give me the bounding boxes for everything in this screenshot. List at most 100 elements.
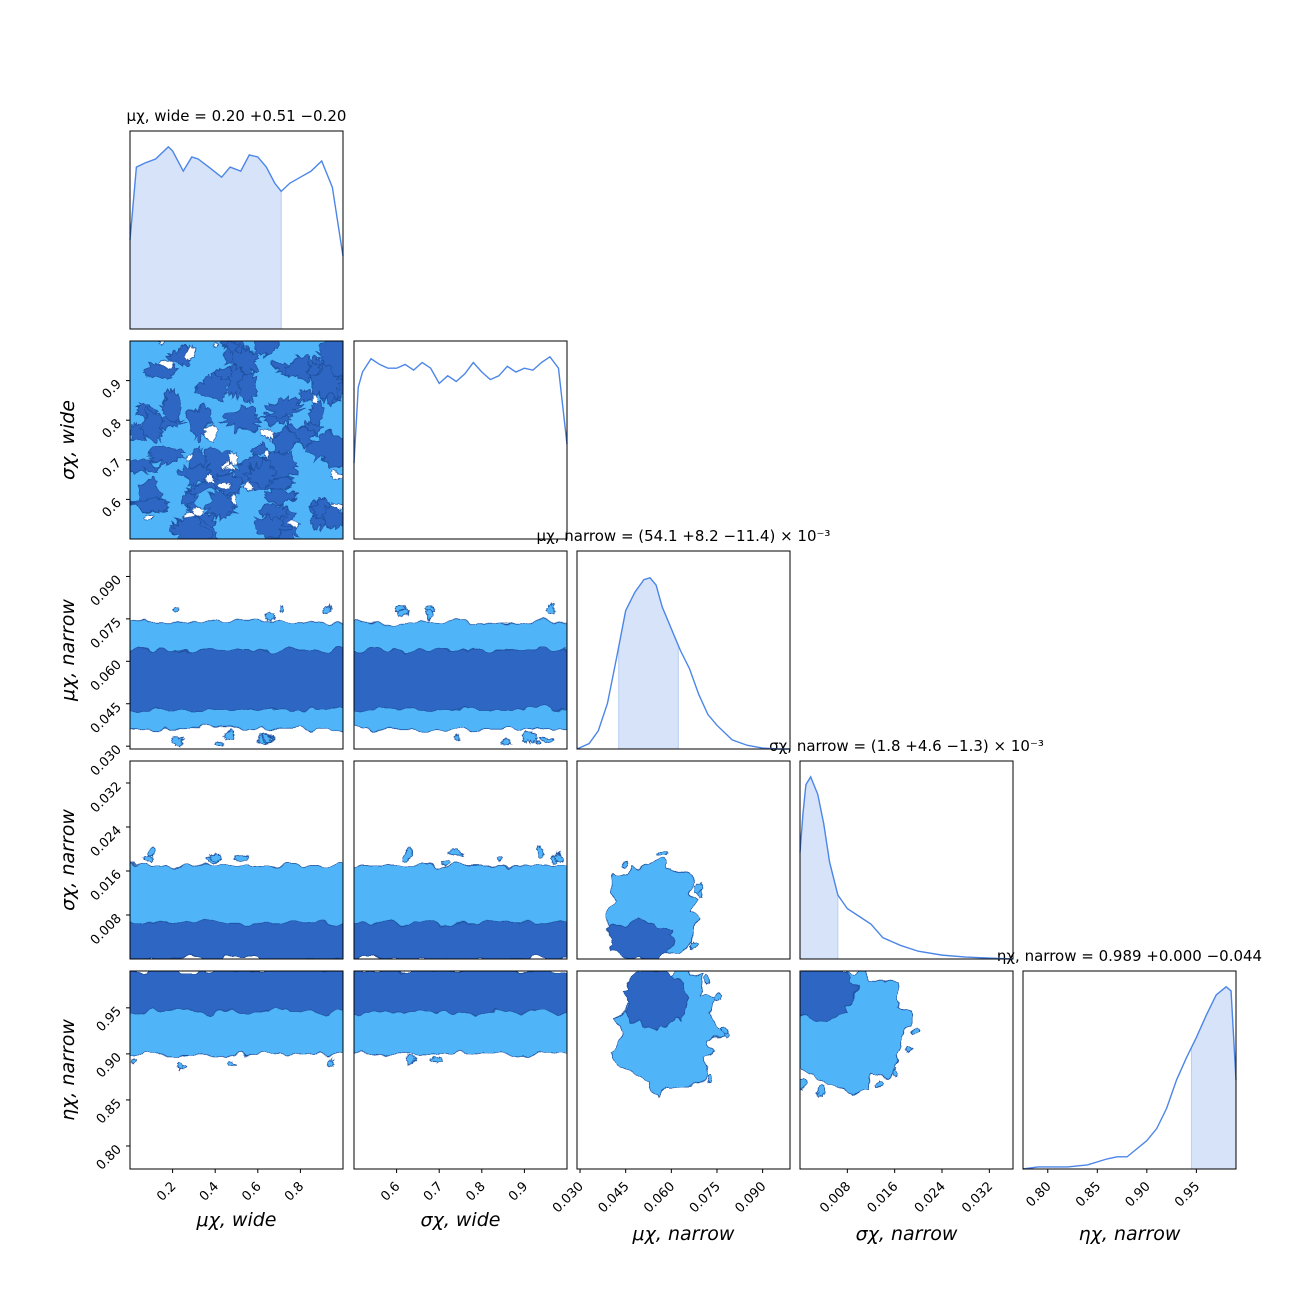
density-line-sigma_wide xyxy=(353,355,568,464)
outer-island xyxy=(222,730,238,740)
shaded-interval-mu_wide xyxy=(129,146,282,330)
outer-island xyxy=(216,738,226,745)
y-tick-label: 0.030 xyxy=(88,742,125,779)
outer-island xyxy=(208,852,220,861)
panel-frame xyxy=(129,970,344,1170)
gap-region xyxy=(184,455,195,463)
inner-region xyxy=(266,393,306,420)
x-tick-label: 0.090 xyxy=(733,1179,770,1216)
outer-island xyxy=(262,733,274,741)
y-tick-label: 0.045 xyxy=(88,700,125,737)
inner-region xyxy=(130,971,343,1013)
y-tick-label: 0.8 xyxy=(100,416,125,441)
joint-panel-mu_wide-mu_narrow xyxy=(129,550,344,750)
marginal-panel-sigma_wide xyxy=(353,340,568,540)
outer-island xyxy=(406,1055,418,1065)
panel-frame xyxy=(1022,970,1237,1170)
joint-panel-sigma_narrow-eta_narrow xyxy=(799,970,1014,1170)
outer-island xyxy=(719,1025,730,1032)
outer-island xyxy=(655,850,668,857)
inner-region xyxy=(354,971,567,1013)
x-tick-label: 0.85 xyxy=(1073,1179,1104,1210)
gap-region xyxy=(187,346,197,359)
outer-island xyxy=(264,610,277,622)
y-axis-label-sigma_narrow: σχ, narrow xyxy=(57,809,79,911)
marginal-panel-mu_wide xyxy=(129,130,344,330)
gap-region xyxy=(160,359,174,368)
outer-island xyxy=(910,1027,922,1034)
joint-panel-sigma_wide-eta_narrow xyxy=(353,970,568,1170)
inner-region xyxy=(162,388,182,424)
y-axis-label-sigma_wide: σχ, wide xyxy=(57,400,79,480)
inner-region xyxy=(606,920,677,959)
panel-frame xyxy=(353,550,568,750)
outer-island xyxy=(545,602,559,614)
x-axis-label-mu_narrow: μχ, narrow xyxy=(632,1223,735,1245)
x-tick-label: 0.8 xyxy=(282,1179,307,1204)
density-line-sigma_narrow xyxy=(799,775,1014,960)
joint-panel-sigma_wide-mu_narrow xyxy=(353,550,568,750)
x-tick-label: 0.075 xyxy=(687,1179,724,1216)
y-tick-label: 0.95 xyxy=(94,1004,125,1035)
inner-region xyxy=(219,406,261,434)
inner-region xyxy=(228,346,263,375)
outer-island xyxy=(875,1080,886,1089)
panel-title-mu_wide: μχ, wide = 0.20 +0.51 −0.20 xyxy=(127,107,347,125)
y-tick-label: 0.90 xyxy=(94,1050,125,1081)
y-tick-label: 0.008 xyxy=(88,911,125,948)
x-tick-label: 0.030 xyxy=(550,1179,587,1216)
y-tick-label: 0.80 xyxy=(94,1142,125,1173)
gap-region xyxy=(332,468,343,482)
y-tick-label: 0.075 xyxy=(88,615,125,652)
gap-region xyxy=(203,427,219,441)
outer-island xyxy=(130,1057,135,1066)
outer-island xyxy=(553,852,565,863)
density-line-eta_narrow xyxy=(1022,985,1237,1170)
inner-region xyxy=(314,341,343,379)
panel-title-eta_narrow: ηχ, narrow = 0.989 +0.000 −0.044 xyxy=(997,947,1262,965)
y-tick-label: 0.6 xyxy=(100,496,125,521)
x-axis-label-sigma_wide: σχ, wide xyxy=(421,1209,501,1231)
outer-island xyxy=(170,735,185,748)
shaded-interval-sigma_narrow xyxy=(799,775,839,960)
x-axis-label-eta_narrow: ηχ, narrow xyxy=(1079,1223,1181,1245)
gap-region xyxy=(230,493,238,506)
outer-island xyxy=(618,862,626,869)
y-axis-label-eta_narrow: ηχ, narrow xyxy=(57,1019,79,1121)
density-line-mu_wide xyxy=(129,145,344,257)
outer-island xyxy=(236,852,251,859)
x-tick-label: 0.7 xyxy=(421,1179,446,1204)
inner-region xyxy=(271,425,299,457)
inner-region xyxy=(130,457,162,476)
x-tick-label: 0.6 xyxy=(378,1179,403,1204)
joint-panel-mu_narrow-sigma_narrow xyxy=(576,760,791,960)
x-tick-label: 0.008 xyxy=(817,1179,854,1216)
outer-island xyxy=(140,854,156,863)
x-tick-label: 0.024 xyxy=(912,1179,949,1216)
outer-island xyxy=(497,855,505,863)
outer-island xyxy=(537,734,552,741)
panel-frame xyxy=(799,760,1014,960)
x-tick-label: 0.95 xyxy=(1172,1179,1203,1210)
x-tick-label: 0.90 xyxy=(1123,1179,1154,1210)
x-axis-label-sigma_narrow: σχ, narrow xyxy=(856,1223,958,1245)
panel-frame xyxy=(129,760,344,960)
x-axis-label-mu_wide: μχ, wide xyxy=(196,1209,277,1231)
inner-region xyxy=(800,971,858,1024)
outer-island xyxy=(817,1087,828,1099)
outer-island xyxy=(906,1048,915,1056)
inner-region xyxy=(250,441,269,459)
gap-region xyxy=(263,448,272,463)
panel-frame xyxy=(576,760,791,960)
gap-region xyxy=(309,392,320,407)
inner-region xyxy=(170,517,213,539)
joint-panel-mu_wide-sigma_narrow xyxy=(129,760,344,960)
gap-region xyxy=(330,500,343,509)
outer-island xyxy=(712,989,721,1002)
inner-region xyxy=(354,922,567,959)
shaded-interval-mu_narrow xyxy=(618,577,679,750)
panels xyxy=(129,130,1237,1170)
panel-title-sigma_narrow: σχ, narrow = (1.8 +4.6 −1.3) × 10⁻³ xyxy=(769,737,1044,755)
panel-frame xyxy=(353,760,568,960)
